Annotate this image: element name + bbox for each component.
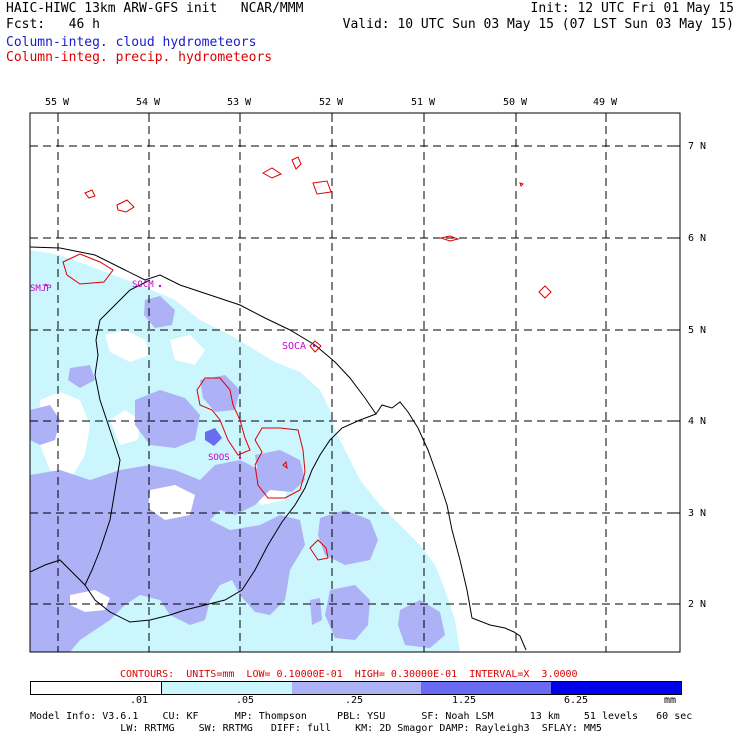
graticule	[30, 113, 680, 652]
station-label-smjp: SMJP	[30, 284, 52, 294]
colorbar-tick: 1.25	[452, 695, 477, 706]
station-label-soca: SOCA	[282, 341, 307, 352]
header-title: HAIC-HIWC 13km ARW-GFS init NCAR/MMM	[6, 1, 304, 16]
station-label-socm: SOCM	[132, 280, 154, 290]
lon-label: 54 W	[136, 97, 161, 108]
header-valid: Valid: 10 UTC Sun 03 May 15 (07 LST Sun …	[342, 17, 734, 32]
contours-info: CONTOURS: UNITS=mm LOW= 0.10000E-01 HIGH…	[120, 669, 578, 680]
colorbar-tick: .05	[236, 695, 255, 706]
lat-label: 6 N	[688, 233, 707, 244]
colorbar-bin	[551, 682, 681, 694]
colorbar-tick: 6.25	[564, 695, 589, 706]
lat-label: 2 N	[688, 599, 707, 610]
lon-label: 51 W	[411, 97, 436, 108]
footer-model-info: Model Info: V3.6.1 CU: KF MP: Thompson P…	[30, 711, 693, 722]
colorbar-bin	[421, 682, 552, 694]
header-init: Init: 12 UTC Fri 01 May 15	[530, 1, 735, 16]
lat-label: 3 N	[688, 508, 707, 519]
colorbar-bin	[291, 682, 422, 694]
lon-label: 55 W	[45, 97, 70, 108]
colorbar-tick: .01	[130, 695, 149, 706]
colorbar-bin	[160, 682, 292, 694]
station-markers	[44, 283, 316, 460]
legend-cloud: Column-integ. cloud hydrometeors	[6, 35, 257, 50]
colorbar-tick: .25	[345, 695, 364, 706]
precip-contours	[62, 156, 552, 561]
lat-label: 5 N	[688, 325, 707, 336]
legend-precip: Column-integ. precip. hydrometeors	[6, 50, 273, 65]
lat-label: 7 N	[688, 141, 707, 152]
colorbar	[30, 681, 682, 695]
colorbar-bin	[31, 682, 161, 694]
lon-label: 53 W	[227, 97, 252, 108]
header-forecast: Fcst: 46 h	[6, 17, 100, 32]
lon-label: 49 W	[593, 97, 618, 108]
station-label-soos: SOOS	[208, 453, 230, 463]
lon-label: 52 W	[319, 97, 344, 108]
colorbar-unit: mm	[664, 695, 677, 706]
footer-physics: LW: RRTMG SW: RRTMG DIFF: full KM: 2D Sm…	[30, 723, 602, 734]
lon-label: 50 W	[503, 97, 528, 108]
shaded-fields	[30, 250, 460, 652]
lat-label: 4 N	[688, 416, 707, 427]
coastline	[30, 246, 527, 651]
